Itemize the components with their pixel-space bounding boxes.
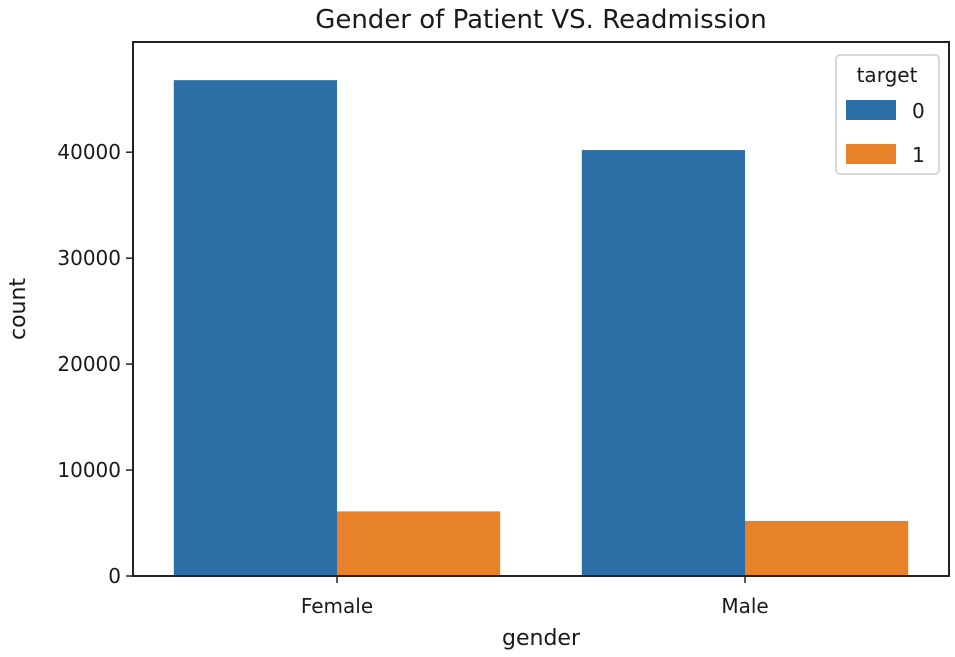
y-axis-label: count xyxy=(6,278,31,340)
y-tick-label: 30000 xyxy=(57,246,121,270)
legend-label-0: 0 xyxy=(912,99,925,123)
bar-female-target-0 xyxy=(173,80,337,577)
x-tick-label: Female xyxy=(301,594,373,618)
legend: target 01 xyxy=(835,54,940,175)
legend-swatch-1 xyxy=(846,144,896,164)
y-tick-label: 10000 xyxy=(57,458,121,482)
y-tick-label: 20000 xyxy=(57,352,121,376)
bars-group xyxy=(173,80,909,577)
bar-female-target-1 xyxy=(337,511,501,576)
x-tick-label: Male xyxy=(721,594,768,618)
x-axis-label: gender xyxy=(502,626,581,651)
legend-items: 01 xyxy=(846,99,925,167)
chart-title: Gender of Patient VS. Readmission xyxy=(315,5,767,35)
plot-frame xyxy=(132,41,950,577)
legend-title: target xyxy=(857,63,918,87)
x-axis-ticks: Female Male xyxy=(301,576,769,618)
y-tick-label: 0 xyxy=(108,564,121,588)
legend-swatch-0 xyxy=(846,100,896,120)
bar-male-target-0 xyxy=(581,150,745,577)
y-tick-label: 40000 xyxy=(57,140,121,164)
bar-male-target-1 xyxy=(745,520,909,576)
legend-label-1: 1 xyxy=(912,143,925,167)
y-axis-ticks: 0 10000 20000 30000 40000 xyxy=(57,140,133,588)
